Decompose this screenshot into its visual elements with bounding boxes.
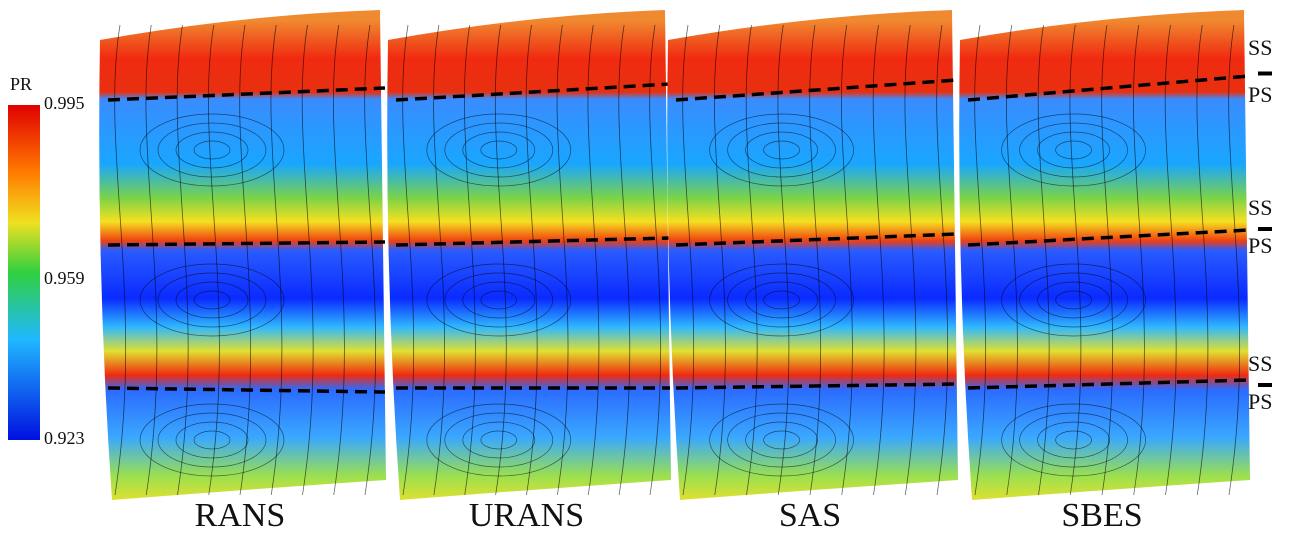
contour-panel bbox=[959, 10, 1250, 500]
colorbar-tick: 0.959 bbox=[44, 268, 85, 288]
colorbar-tick: 0.923 bbox=[44, 428, 85, 448]
panel-label: RANS bbox=[195, 497, 286, 534]
figure: PR 0.995 0.959 0.923 RANS URANS SAS SBES SS… bbox=[0, 0, 1294, 534]
colorbar bbox=[8, 105, 40, 440]
colorbar-title: PR bbox=[10, 74, 32, 94]
panel-label: URANS bbox=[469, 497, 584, 534]
panels: RANS URANS SAS SBES bbox=[99, 10, 1250, 534]
panel-label: SBES bbox=[1061, 497, 1142, 534]
ps-label: PS bbox=[1248, 233, 1272, 258]
ss-label: SS bbox=[1248, 351, 1272, 376]
ps-label: PS bbox=[1248, 82, 1272, 107]
ss-label: SS bbox=[1248, 195, 1272, 220]
ss-label: SS bbox=[1248, 35, 1272, 60]
side-labels: SS PS SS PS SS PS bbox=[1248, 35, 1272, 414]
panel-label: SAS bbox=[779, 497, 841, 534]
contour-panel bbox=[99, 10, 386, 500]
ps-label: PS bbox=[1248, 389, 1272, 414]
colorbar-tick: 0.995 bbox=[44, 93, 85, 113]
contour-panel bbox=[387, 10, 671, 500]
